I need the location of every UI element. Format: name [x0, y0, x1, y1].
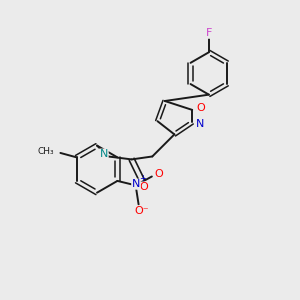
Text: N: N [132, 179, 140, 189]
Text: O: O [154, 169, 163, 179]
Text: O⁻: O⁻ [134, 206, 149, 216]
Text: H: H [99, 149, 106, 159]
Text: N: N [100, 149, 108, 159]
Text: O: O [139, 182, 148, 192]
Text: +: + [139, 174, 145, 183]
Text: CH₃: CH₃ [37, 147, 54, 156]
Text: N: N [196, 119, 205, 129]
Text: F: F [206, 28, 212, 38]
Text: O: O [196, 103, 205, 113]
